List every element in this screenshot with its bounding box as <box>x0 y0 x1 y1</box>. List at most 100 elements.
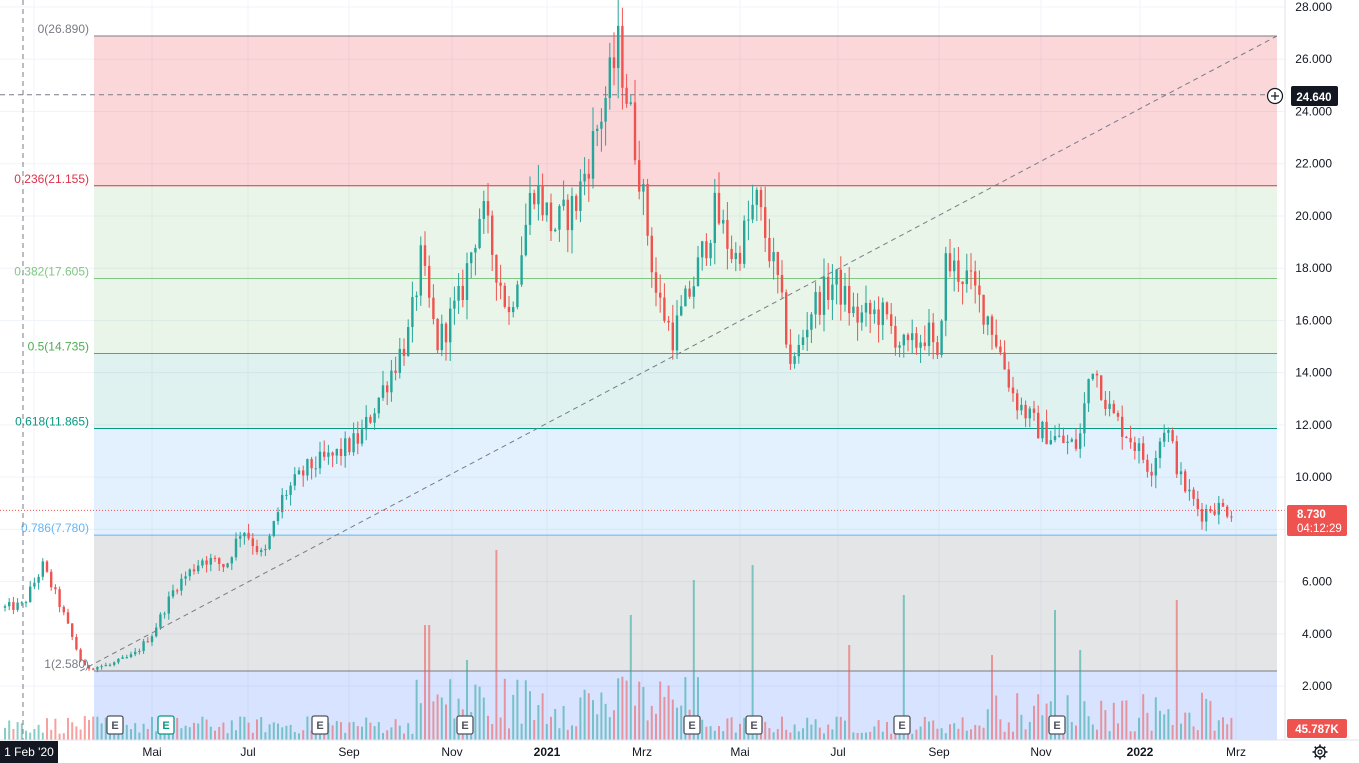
volume-bar <box>377 722 380 740</box>
volume-bar <box>4 727 6 740</box>
volume-bar <box>142 723 145 740</box>
candle-body <box>1045 421 1048 445</box>
candle-body <box>621 25 624 88</box>
candle-body <box>8 602 11 607</box>
price-tick-label: 18.000 <box>1295 261 1332 275</box>
candle-body <box>780 275 784 293</box>
volume-bar <box>856 732 859 740</box>
candle-body <box>71 623 74 637</box>
volume-bar <box>545 724 548 740</box>
earnings-marker[interactable]: E <box>106 715 124 735</box>
volume-bar <box>818 727 821 740</box>
crosshair-price-badge: 24.640 <box>1291 86 1338 106</box>
volume-bar <box>1175 600 1178 740</box>
volume-bar <box>806 717 809 740</box>
candle-body <box>969 270 973 272</box>
volume-bar <box>1079 650 1082 740</box>
candle-body <box>239 536 242 539</box>
candle-body <box>407 327 410 356</box>
candle-body <box>902 334 905 346</box>
svg-text:E: E <box>461 720 468 732</box>
earnings-marker[interactable]: E <box>456 715 474 735</box>
volume-bar <box>1213 730 1216 740</box>
candle-body <box>335 448 338 456</box>
candle-body <box>129 654 133 658</box>
candle-body <box>806 329 809 338</box>
earnings-marker[interactable]: E <box>683 715 701 735</box>
candle-body <box>491 215 494 255</box>
candle-body <box>881 302 884 325</box>
candle-body <box>381 385 385 398</box>
earnings-marker[interactable]: E <box>311 715 329 735</box>
candle-body <box>1116 413 1120 417</box>
fib-zone <box>94 428 1277 536</box>
volume-bar <box>1028 721 1031 740</box>
candle-body <box>402 348 406 356</box>
volume-bar <box>713 730 716 740</box>
candle-body <box>869 302 872 315</box>
svg-text:E: E <box>750 720 757 732</box>
trend-line[interactable] <box>80 35 1278 672</box>
fib-zone <box>94 535 1277 671</box>
svg-text:45.787K: 45.787K <box>1295 724 1339 736</box>
fibonacci-retracement[interactable] <box>94 35 1277 740</box>
volume-bar <box>1091 724 1094 740</box>
volume-bar <box>440 697 443 740</box>
volume-bar <box>1096 729 1098 740</box>
volume-bar <box>138 732 141 740</box>
candle-body <box>1192 489 1195 499</box>
fib-level-label: 1(2.580) <box>44 657 89 671</box>
time-axis-panel[interactable] <box>0 740 1285 763</box>
candle-body <box>1079 433 1082 449</box>
candle-body <box>587 173 590 179</box>
candle-body <box>1213 511 1216 515</box>
candle-body <box>1100 375 1103 400</box>
volume-bar <box>583 689 586 740</box>
volume-bar <box>1171 724 1174 740</box>
volume-bar <box>1201 692 1203 740</box>
candle-body <box>600 121 603 129</box>
volume-bar <box>873 726 876 740</box>
volume-bar <box>96 716 99 740</box>
volume-bar <box>680 705 683 740</box>
volume-bar <box>71 722 74 740</box>
time-tick-label: Nov <box>441 745 462 759</box>
volume-bar <box>823 733 825 740</box>
candle-body <box>860 312 863 323</box>
volume-bar <box>466 660 468 740</box>
candle-body <box>226 563 229 568</box>
earnings-marker[interactable]: E <box>745 715 763 735</box>
volume-bar <box>722 731 725 740</box>
earnings-marker[interactable]: E <box>1048 715 1066 735</box>
svg-text:E: E <box>898 720 905 732</box>
chart-settings-gear-icon[interactable] <box>1312 744 1328 760</box>
add-alert-button[interactable] <box>1266 87 1284 105</box>
candle-body <box>1087 379 1090 404</box>
volume-bar <box>932 720 935 740</box>
volume-bar <box>923 716 926 740</box>
volume-bar <box>398 725 401 740</box>
candle-body <box>1205 508 1208 522</box>
candle-body <box>281 494 284 513</box>
candle-body <box>822 276 826 315</box>
volume-bar <box>911 733 914 740</box>
candle-body <box>339 448 343 457</box>
candlestick-series <box>3 0 1233 673</box>
candle-body <box>449 308 452 343</box>
candle-body <box>176 590 179 592</box>
volume-bar <box>503 678 506 740</box>
candle-body <box>520 255 523 285</box>
earnings-marker[interactable]: E <box>893 715 911 735</box>
candle-body <box>360 429 364 444</box>
volume-bar <box>12 728 15 740</box>
candle-body <box>251 538 254 547</box>
earnings-marker[interactable]: E <box>157 715 175 735</box>
candle-body <box>562 199 565 207</box>
volume-bar <box>881 731 884 740</box>
volume-bar <box>650 705 653 740</box>
price-axis-panel[interactable] <box>1285 0 1359 740</box>
candle-body <box>155 627 158 637</box>
volume-bar <box>1163 714 1166 740</box>
